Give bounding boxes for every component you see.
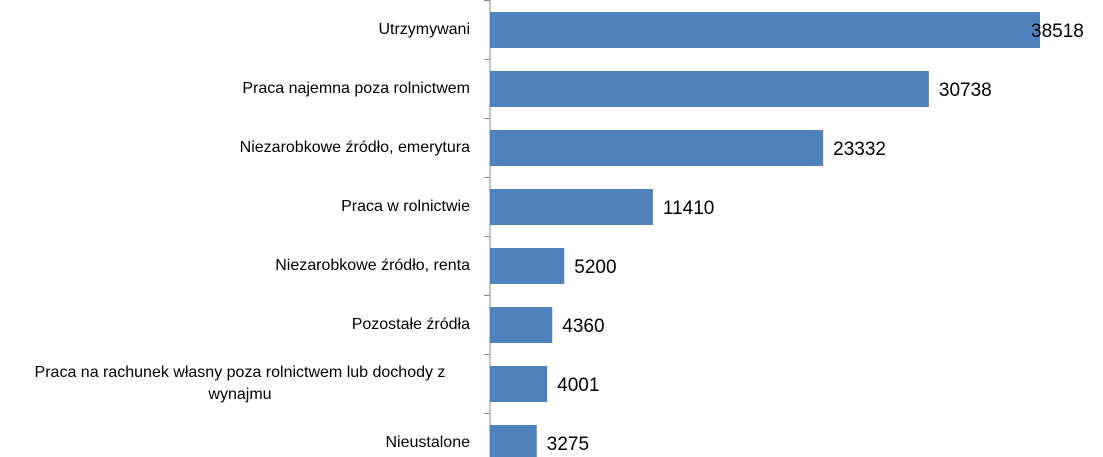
bar — [490, 130, 824, 166]
category-label: Praca w rolnictwie — [341, 198, 470, 215]
category-label-box: Pozostałe źródła — [352, 300, 470, 350]
value-label: 4001 — [557, 375, 599, 396]
value-label: 23332 — [833, 139, 886, 160]
category-label: Pozostałe źródła — [351, 316, 470, 333]
bar — [490, 425, 537, 457]
bar — [490, 12, 1040, 48]
category-label: Utrzymywani — [378, 21, 470, 38]
value-label: 11410 — [663, 198, 714, 219]
bar — [490, 366, 548, 402]
category-label-box: Praca w rolnictwie — [341, 182, 470, 232]
category-label-box: Utrzymywani — [378, 5, 470, 55]
bar — [490, 189, 653, 225]
category-label-box: Niezarobkowe źródło, renta — [275, 241, 470, 291]
category-label: Niezarobkowe źródło, renta — [275, 257, 470, 274]
category-label: Praca na rachunek własny poza rolnictwem… — [34, 364, 446, 403]
category-label-box: Praca na rachunek własny poza rolnictwem… — [10, 359, 470, 409]
bar — [490, 307, 553, 343]
category-label-box: Praca najemna poza rolnictwem — [242, 64, 470, 114]
category-label: Niezarobkowe źródło, emerytura — [239, 139, 470, 156]
value-label: 30738 — [939, 80, 992, 101]
category-label-box: Niezarobkowe źródło, emerytura — [240, 123, 470, 173]
category-label-box: Nieustalone — [386, 418, 471, 457]
bar — [490, 248, 565, 284]
bar — [490, 71, 929, 107]
category-label: Nieustalone — [385, 434, 471, 451]
value-label: 5200 — [574, 257, 616, 278]
category-label: Praca najemna poza rolnictwem — [242, 80, 470, 97]
value-label: 3275 — [547, 434, 589, 455]
value-label: 4360 — [562, 316, 604, 337]
value-label: 38518 — [1031, 21, 1084, 42]
